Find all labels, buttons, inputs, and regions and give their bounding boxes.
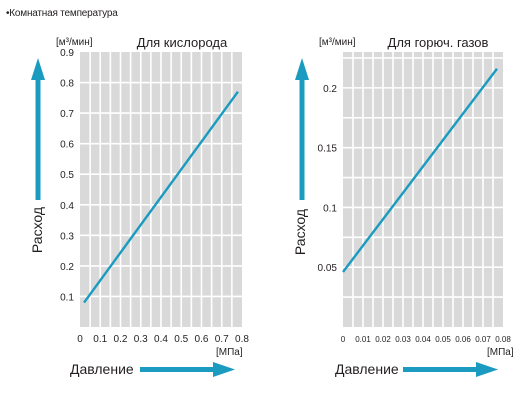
x-tick-label: 0.08 bbox=[495, 335, 511, 344]
x-axis-arrow-shaft bbox=[140, 367, 215, 372]
y-unit-label: [м³/мин] bbox=[319, 37, 356, 48]
y-axis-arrow-head-icon bbox=[295, 58, 309, 80]
x-tick-label: 0.05 bbox=[435, 335, 451, 344]
x-tick-label: 0.01 bbox=[355, 335, 371, 344]
y-tick-label: 0.5 bbox=[60, 170, 74, 181]
x-axis-arrow-shaft bbox=[403, 367, 478, 372]
flow-series-line bbox=[83, 91, 239, 304]
y-unit-label: [м³/мин] bbox=[56, 37, 93, 48]
x-unit-label: [МПа] bbox=[216, 347, 243, 358]
x-axis-arrow-head-icon bbox=[213, 362, 235, 377]
room-temperature-note: •Комнатная температура bbox=[6, 8, 118, 19]
y-axis-arrow-head-icon bbox=[31, 58, 45, 80]
chart-title: Для горюч. газов bbox=[388, 35, 489, 50]
x-tick-label: 0.2 bbox=[114, 334, 128, 345]
x-tick-label: 0.06 bbox=[455, 335, 471, 344]
x-axis-title: Давление bbox=[70, 361, 134, 377]
x-tick-label: 0 bbox=[77, 334, 83, 345]
x-tick-label: 0.7 bbox=[215, 334, 229, 345]
x-unit-label: [МПа] bbox=[487, 347, 514, 358]
y-tick-label: 0.4 bbox=[60, 201, 74, 212]
x-axis-arrow-head-icon bbox=[476, 362, 498, 377]
y-tick-label: 0.6 bbox=[60, 140, 74, 151]
x-tick-label: 0.07 bbox=[475, 335, 491, 344]
y-axis-arrow-shaft bbox=[299, 78, 305, 200]
y-tick-label: 0.1 bbox=[323, 203, 337, 214]
x-tick-label: 0.04 bbox=[415, 335, 431, 344]
y-axis-title: Расход bbox=[29, 207, 45, 253]
flow-series-line bbox=[342, 68, 498, 273]
x-tick-label: 0.02 bbox=[375, 335, 391, 344]
x-tick-label: 0.5 bbox=[174, 334, 188, 345]
y-tick-label: 0.9 bbox=[60, 48, 74, 59]
x-tick-label: 0.03 bbox=[395, 335, 411, 344]
y-axis-title: Расход bbox=[292, 209, 308, 255]
y-tick-label: 0.2 bbox=[323, 84, 337, 95]
y-tick-label: 0.3 bbox=[60, 231, 74, 242]
x-axis-title: Давление bbox=[335, 361, 399, 377]
y-tick-label: 0.8 bbox=[60, 79, 74, 90]
chart-title: Для кислорода bbox=[137, 35, 228, 50]
y-tick-label: 0.05 bbox=[318, 263, 338, 274]
x-tick-label: 0.6 bbox=[195, 334, 209, 345]
oxygen-chart: 0 0.1 0.2 0.3 0.4 0.5 0.6 0.7 0.8 0.1 0.2 0.3 0.4 0.5… bbox=[29, 35, 249, 377]
x-tick-label: 0.4 bbox=[154, 334, 168, 345]
x-tick-label: 0.8 bbox=[235, 334, 249, 345]
x-tick-label: 0.3 bbox=[134, 334, 148, 345]
x-tick-label: 0 bbox=[341, 335, 346, 344]
y-tick-label: 0.1 bbox=[60, 292, 74, 303]
y-axis-arrow-shaft bbox=[35, 78, 41, 200]
y-tick-label: 0.7 bbox=[60, 109, 74, 120]
x-tick-label: 0.1 bbox=[93, 334, 107, 345]
y-tick-label: 0.15 bbox=[318, 144, 338, 155]
fuel-gas-chart: 0 0.01 0.02 0.03 0.04 0.05 0.06 0.07 0.08 0.05 0.1… bbox=[292, 35, 514, 377]
y-tick-label: 0.2 bbox=[60, 262, 74, 273]
